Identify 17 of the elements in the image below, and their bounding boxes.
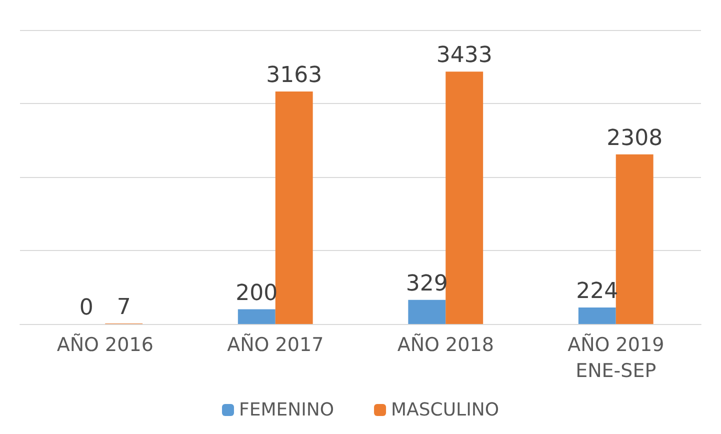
data-label: 3163	[266, 63, 322, 88]
data-label: 2308	[606, 126, 663, 151]
data-label: 3433	[436, 43, 492, 68]
bar	[408, 300, 446, 324]
x-tick-label: AÑO 2016	[56, 333, 154, 356]
data-label: 7	[116, 294, 131, 320]
x-tick-label: AÑO 2018	[397, 333, 494, 356]
x-tick-label: AÑO 2017	[227, 333, 324, 356]
bar	[275, 92, 313, 324]
bar	[238, 309, 276, 324]
legend-label: MASCULINO	[391, 400, 500, 420]
bar	[616, 154, 654, 324]
bar	[578, 308, 616, 324]
legend-label: FEMENINO	[238, 400, 334, 420]
x-tick-label: AÑO 2019 ENE-SEP	[568, 333, 664, 382]
data-label: 0	[79, 296, 94, 320]
bar	[446, 72, 484, 324]
